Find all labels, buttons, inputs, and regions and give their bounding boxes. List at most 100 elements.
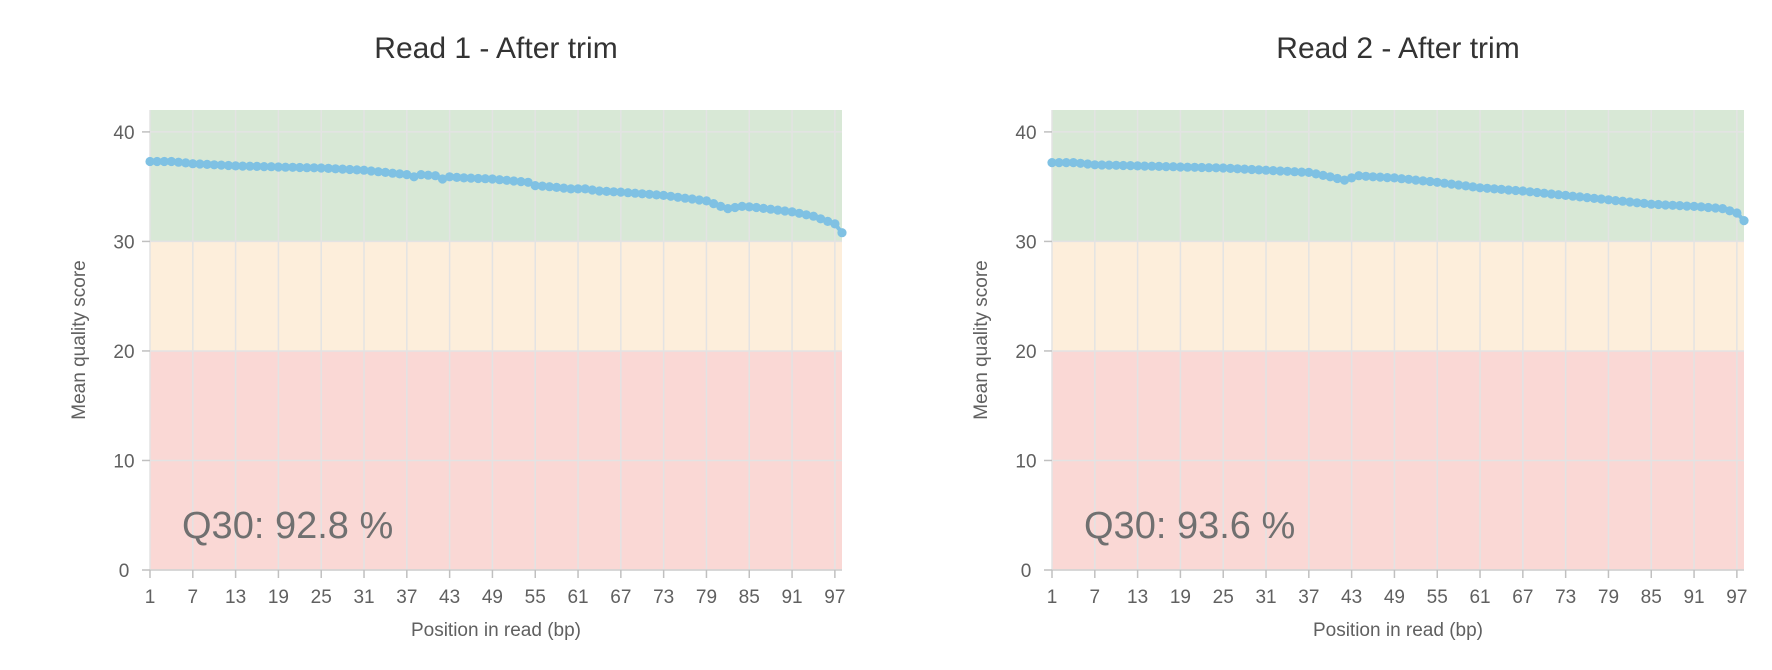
data-point: [1190, 162, 1200, 172]
data-point: [280, 162, 291, 172]
x-axis-label: Position in read (bp): [411, 620, 581, 641]
warn-zone: [1052, 241, 1744, 351]
data-point: [388, 168, 398, 178]
x-tick-label: 85: [1641, 587, 1662, 608]
x-tick-label: 79: [696, 587, 717, 608]
data-point: [173, 157, 184, 167]
x-tick-label: 37: [396, 587, 417, 608]
data-point: [1318, 170, 1328, 180]
data-point: [816, 214, 826, 224]
data-point: [1397, 174, 1407, 184]
data-point: [430, 171, 440, 181]
data-point: [1568, 191, 1578, 201]
data-point: [1068, 158, 1078, 168]
data-point: [1418, 176, 1428, 186]
data-point: [808, 211, 819, 221]
data-point: [459, 173, 469, 183]
data-point: [1325, 172, 1335, 182]
data-point: [1596, 194, 1606, 204]
x-tick-label: 31: [353, 587, 374, 608]
data-point: [1732, 208, 1742, 218]
data-point: [530, 181, 540, 191]
data-point: [1297, 167, 1307, 177]
data-point: [330, 164, 341, 174]
x-tick-label: 61: [567, 587, 588, 608]
y-tick-label: 40: [113, 123, 134, 144]
good-zone: [150, 110, 842, 242]
x-tick-label: 1: [1047, 587, 1058, 608]
data-point: [552, 182, 562, 192]
data-point: [694, 195, 704, 205]
x-axis-label: Position in read (bp): [1313, 620, 1483, 641]
data-point: [1275, 166, 1285, 176]
data-point: [145, 156, 155, 167]
data-point: [409, 172, 419, 182]
data-point: [1247, 164, 1257, 175]
data-point: [152, 156, 162, 167]
data-point: [1382, 173, 1392, 183]
y-tick-label: 10: [1015, 451, 1036, 472]
data-point: [537, 181, 548, 191]
data-point: [1425, 176, 1435, 187]
x-tick-label: 91: [1683, 587, 1704, 608]
y-tick-label: 30: [1015, 232, 1036, 253]
data-point: [1575, 192, 1585, 202]
data-point: [338, 164, 348, 174]
data-point: [1361, 171, 1371, 181]
data-point: [266, 162, 276, 172]
data-point: [1083, 159, 1093, 169]
data-point: [1446, 179, 1457, 189]
data-point: [1553, 190, 1564, 200]
data-point: [1718, 204, 1728, 214]
data-point: [1332, 173, 1342, 184]
data-point: [1525, 187, 1535, 197]
y-tick-label: 30: [113, 232, 134, 253]
data-point: [644, 189, 655, 199]
data-point: [1689, 201, 1699, 211]
data-point: [630, 188, 640, 198]
data-point: [166, 156, 176, 167]
data-point: [1639, 198, 1649, 208]
data-point: [723, 204, 733, 214]
data-point: [1646, 199, 1656, 209]
data-point: [523, 177, 533, 187]
data-point: [1489, 184, 1499, 194]
x-tick-label: 13: [225, 587, 246, 608]
data-point: [709, 199, 719, 209]
data-point: [651, 190, 662, 200]
x-tick-label: 7: [1090, 587, 1101, 608]
data-point: [1339, 175, 1350, 185]
data-point: [1682, 201, 1692, 211]
data-point: [1518, 186, 1528, 196]
data-point: [1061, 158, 1071, 168]
data-point: [801, 210, 811, 220]
data-point: [1182, 162, 1193, 172]
data-point: [487, 174, 497, 184]
data-point: [1133, 161, 1143, 171]
q30-annotation: Q30: 92.8 %: [182, 505, 393, 547]
data-point: [302, 163, 312, 173]
data-point: [1468, 182, 1478, 192]
data-point: [516, 177, 526, 187]
data-point: [259, 162, 269, 172]
data-point: [559, 183, 569, 193]
data-point: [751, 202, 762, 213]
x-tick-label: 55: [1427, 587, 1448, 608]
y-tick-label: 0: [119, 561, 130, 582]
x-tick-label: 97: [824, 587, 845, 608]
data-point: [616, 187, 626, 197]
data-point: [359, 165, 369, 175]
data-point: [402, 170, 412, 180]
data-point: [1368, 172, 1378, 182]
data-point: [587, 185, 597, 195]
x-tick-label: 25: [1213, 587, 1234, 608]
data-point: [1311, 169, 1321, 179]
data-point: [345, 164, 355, 175]
data-point: [1710, 203, 1721, 213]
x-tick-label: 1: [145, 587, 156, 608]
y-tick-label: 0: [1021, 561, 1032, 582]
data-point: [716, 201, 726, 211]
data-point: [1054, 158, 1064, 168]
data-point: [1611, 196, 1621, 206]
data-point: [1432, 177, 1442, 187]
